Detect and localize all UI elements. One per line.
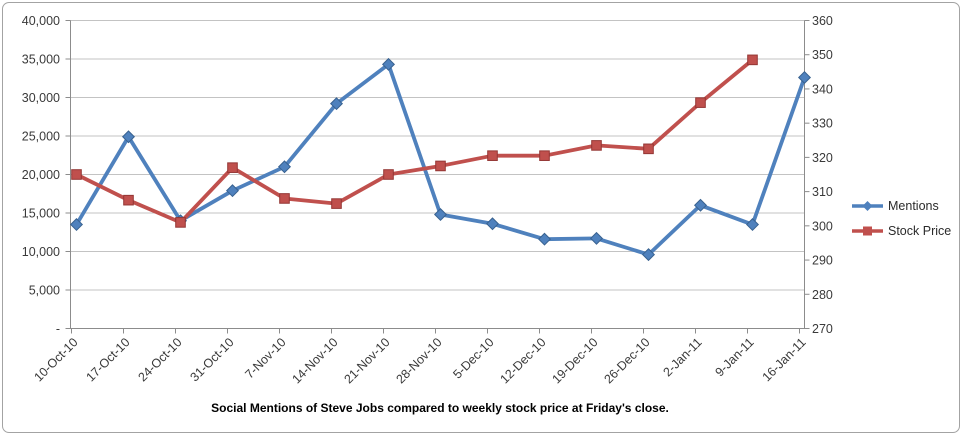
data-point-diamond (589, 231, 604, 245)
data-point-square (695, 97, 706, 108)
x-axis-label: 2-Jan-11 (660, 335, 704, 379)
data-point-square (383, 169, 394, 180)
data-point-square (227, 162, 238, 173)
x-axis-label: 26-Dec-10 (601, 335, 652, 386)
left-axis-label: 15,000 (22, 207, 60, 221)
right-axis-label: 330 (812, 117, 833, 131)
right-axis-label: 310 (812, 185, 833, 199)
left-axis-label: 20,000 (22, 168, 60, 182)
data-point-square (539, 150, 550, 161)
right-axis-label: 300 (812, 219, 833, 233)
data-point-diamond (537, 232, 552, 246)
right-axis-label: 280 (812, 288, 833, 302)
left-axis-label: 30,000 (22, 91, 60, 105)
left-axis-label: 25,000 (22, 130, 60, 144)
left-axis-label: - (56, 322, 60, 336)
left-axis-label: 40,000 (22, 14, 60, 28)
data-point-diamond (745, 218, 760, 232)
diamond-marker-icon (852, 201, 883, 211)
right-axis-label: 270 (812, 322, 833, 336)
data-point-square (71, 169, 82, 180)
right-axis-label: 350 (812, 48, 833, 62)
x-axis-label: 19-Dec-10 (549, 335, 600, 386)
data-point-diamond (381, 57, 396, 71)
data-point-diamond (797, 70, 812, 84)
data-point-square (331, 198, 342, 209)
chart-frame (2, 2, 960, 433)
square-marker-icon (852, 226, 883, 236)
right-axis-label: 340 (812, 82, 833, 96)
legend-label: Mentions (888, 199, 939, 213)
right-axis-label: 360 (812, 14, 833, 28)
left-axis-label: 10,000 (22, 245, 60, 259)
data-point-square (175, 217, 186, 228)
data-point-diamond (69, 218, 84, 232)
data-point-square (435, 160, 446, 172)
x-axis-label: 10-Oct-10 (31, 335, 80, 384)
x-axis-label: 31-Oct-10 (187, 335, 236, 384)
right-axis-label: 290 (812, 254, 833, 268)
data-point-square (591, 140, 602, 151)
data-point-diamond (225, 184, 240, 198)
x-axis-label: 16-Jan-11 (760, 335, 809, 384)
data-point-diamond (485, 217, 500, 231)
right-axis-label: 320 (812, 151, 833, 165)
data-point-diamond (329, 97, 344, 111)
left-axis-label: 35,000 (22, 53, 60, 67)
x-axis-label: 5-Dec-10 (450, 335, 496, 381)
series-line-stock-price (74, 57, 755, 225)
data-point-square (643, 143, 654, 155)
chart-title: Social Mentions of Steve Jobs compared t… (211, 401, 669, 415)
data-point-diamond (433, 208, 448, 222)
x-axis-label: 24-Oct-10 (135, 335, 184, 384)
legend: Mentions Stock Price (851, 197, 951, 240)
data-point-diamond (277, 160, 292, 174)
legend-item-stock-price: Stock Price (851, 222, 951, 240)
left-axis-label: 5,000 (29, 284, 60, 298)
x-axis-label: 21-Nov-10 (341, 335, 392, 386)
x-axis-label: 9-Jan-11 (712, 335, 756, 379)
data-point-diamond (121, 130, 136, 144)
data-point-diamond (693, 198, 708, 212)
x-axis-label: 12-Dec-10 (497, 335, 548, 386)
data-point-square (487, 150, 498, 161)
x-axis-label: 17-Oct-10 (83, 335, 132, 384)
legend-item-mentions: Mentions (851, 197, 951, 215)
x-axis-label: 14-Nov-10 (289, 335, 340, 386)
data-point-diamond (641, 248, 656, 262)
data-point-square (279, 193, 290, 204)
x-axis-label: 7-Nov-10 (242, 335, 288, 381)
x-axis-label: 28-Nov-10 (393, 335, 444, 386)
data-point-square (747, 54, 758, 66)
data-point-square (123, 194, 134, 206)
legend-label: Stock Price (888, 224, 952, 238)
